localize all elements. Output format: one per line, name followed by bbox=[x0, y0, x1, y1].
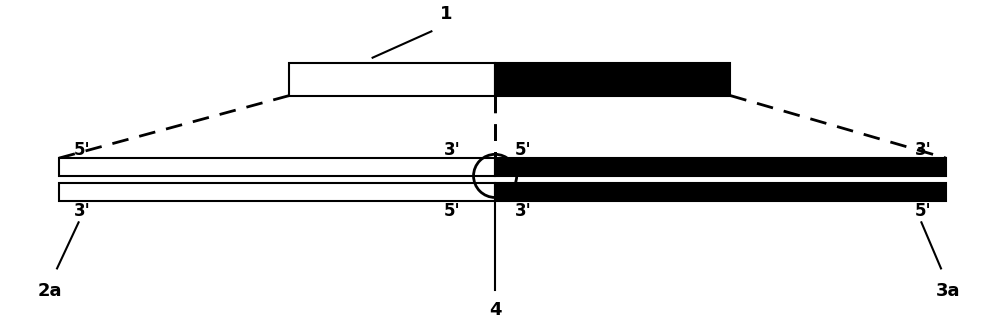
Text: 3': 3' bbox=[914, 141, 931, 159]
Text: 1: 1 bbox=[440, 5, 452, 23]
Text: 5': 5' bbox=[74, 141, 90, 159]
Text: 3': 3' bbox=[515, 202, 531, 220]
Text: 5': 5' bbox=[444, 202, 461, 220]
Text: 2a: 2a bbox=[37, 282, 62, 300]
Text: 4: 4 bbox=[489, 301, 501, 319]
Text: 5': 5' bbox=[515, 141, 531, 159]
Bar bbox=[495, 62, 730, 95]
Bar bbox=[59, 183, 495, 201]
Bar bbox=[495, 183, 946, 201]
Text: 5': 5' bbox=[915, 202, 931, 220]
Bar bbox=[495, 158, 946, 176]
Text: 3': 3' bbox=[74, 202, 90, 220]
Bar bbox=[59, 158, 495, 176]
Bar bbox=[289, 62, 495, 95]
Text: 3a: 3a bbox=[936, 282, 961, 300]
Text: 3': 3' bbox=[444, 141, 461, 159]
